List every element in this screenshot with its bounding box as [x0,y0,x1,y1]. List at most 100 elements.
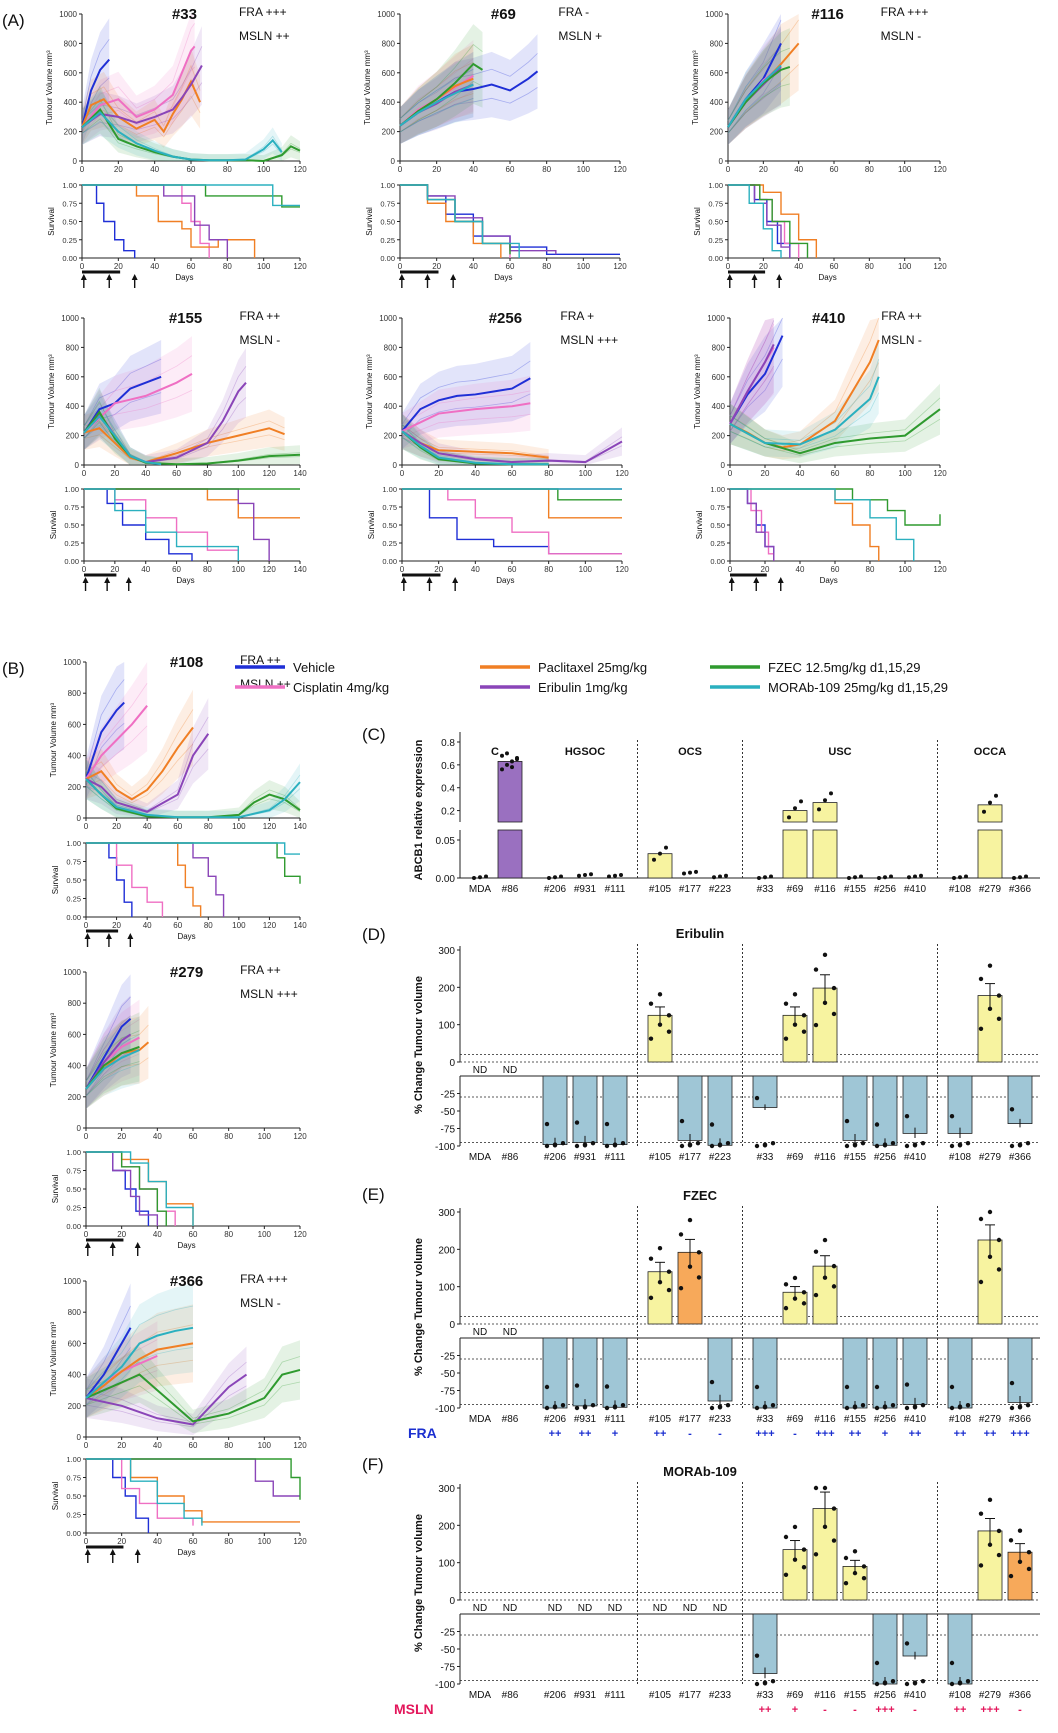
series-mean-line [83,414,162,466]
x-tick-label: 140 [293,921,307,930]
data-point [658,851,662,856]
data-point [996,1267,1002,1272]
data-point [987,1542,993,1547]
x-tick-label: 100 [258,1441,272,1450]
fra-status: FRA + [560,309,594,323]
y-axis-title: Tumour Volume mm³ [49,1321,58,1396]
x-tick-label: 20 [117,1441,126,1450]
y-tick-label: 200 [712,432,726,441]
model-id: #279 [170,964,203,981]
series-trace [81,64,201,127]
series-mean-line [85,1342,194,1399]
x-tick-label: 120 [933,165,947,174]
y-tick-label: 0 [449,1058,455,1069]
data-point [829,791,833,796]
data-point [801,1565,807,1570]
y-tick-label: 1000 [63,1277,81,1286]
msln-marker: - [1018,1704,1022,1716]
dosing-arrow-head [726,274,733,280]
model-id: #155 [169,310,202,327]
data-point [799,799,803,804]
data-point [913,874,917,879]
data-point [709,1122,715,1127]
series-band [86,759,300,818]
data-point [949,1681,955,1687]
category-label: MDA [469,1690,492,1701]
y-tick-label: 1.00 [710,485,725,494]
data-point [590,1403,596,1408]
y-tick-label: -100 [435,1142,455,1153]
x-tick-label: 40 [469,165,478,174]
data-point [813,1552,819,1557]
series-trace [85,1305,194,1391]
data-point [574,1383,580,1388]
data-point [725,1141,731,1146]
x-tick-label: 60 [173,921,182,930]
dosing-arrow-head [82,577,89,583]
data-point [560,1141,566,1146]
data-point [822,952,828,958]
data-point [589,872,593,877]
data-point [500,753,504,758]
msln-marker: ++ [954,1704,967,1716]
x-tick-label: 20 [434,469,443,478]
y-tick-label: 0.00 [66,913,81,922]
group-label: OCS [678,746,702,758]
model-id: #410 [812,310,845,327]
x-tick-label: 120 [293,1230,307,1239]
data-point [1008,1573,1014,1579]
data-point [844,1384,850,1390]
y-tick-label: 0 [77,814,82,823]
x-tick-label: 60 [189,1537,198,1546]
series-mean-line [85,1368,301,1423]
data-point [1017,1405,1023,1410]
panel-label: (F) [362,1455,384,1474]
series-trace [81,46,203,121]
chart-title: Eribulin [676,926,724,941]
series-trace [85,1339,158,1391]
y-tick-label: 0.6 [441,761,455,772]
data-point [696,1250,702,1255]
y-tick-label: 0.25 [708,236,723,245]
category-label: #256 [874,1414,897,1425]
data-point [1012,876,1016,880]
data-point [831,1011,837,1017]
bar [902,1075,928,1134]
dosing-arrow-head [751,274,758,280]
fra-marker: ++ [549,1428,562,1440]
data-point [664,845,668,850]
dosing-arrow-head [80,274,87,280]
y-tick-label: 300 [438,946,455,957]
data-point [553,875,557,880]
msln-status: MSLN ++ [239,29,290,43]
series-trace [85,1305,131,1391]
msln-status: MSLN +++ [560,333,618,347]
series-mean-line [399,83,474,127]
x-tick-label: 80 [223,165,232,174]
x-tick-label: 20 [761,565,770,574]
y-tick-label: 400 [710,98,724,107]
bar [647,853,673,879]
x-tick-label: 0 [84,921,89,930]
model-id: #108 [170,654,203,671]
x-tick-label: 60 [172,469,181,478]
data-point [717,1143,723,1148]
y-axis-title: Tumour Volume mm³ [363,50,372,125]
bar [572,1075,598,1143]
data-point [1026,1566,1032,1572]
category-label: #410 [904,1690,927,1701]
category-label: #177 [679,884,702,895]
data-point [648,1001,654,1006]
category-label: #155 [844,1152,867,1163]
y-tick-label: -25 [441,1090,456,1101]
data-point [813,1249,819,1254]
data-point [890,1679,896,1684]
x-tick-label: 80 [223,262,232,271]
data-point [822,1485,828,1491]
category-label: #931 [574,1690,597,1701]
y-tick-label: 600 [68,1339,82,1348]
category-label: #155 [844,1690,867,1701]
legend-entry: MORAb-109 25mg/kg d1,15,29 [768,680,948,695]
series-trace [727,64,799,134]
